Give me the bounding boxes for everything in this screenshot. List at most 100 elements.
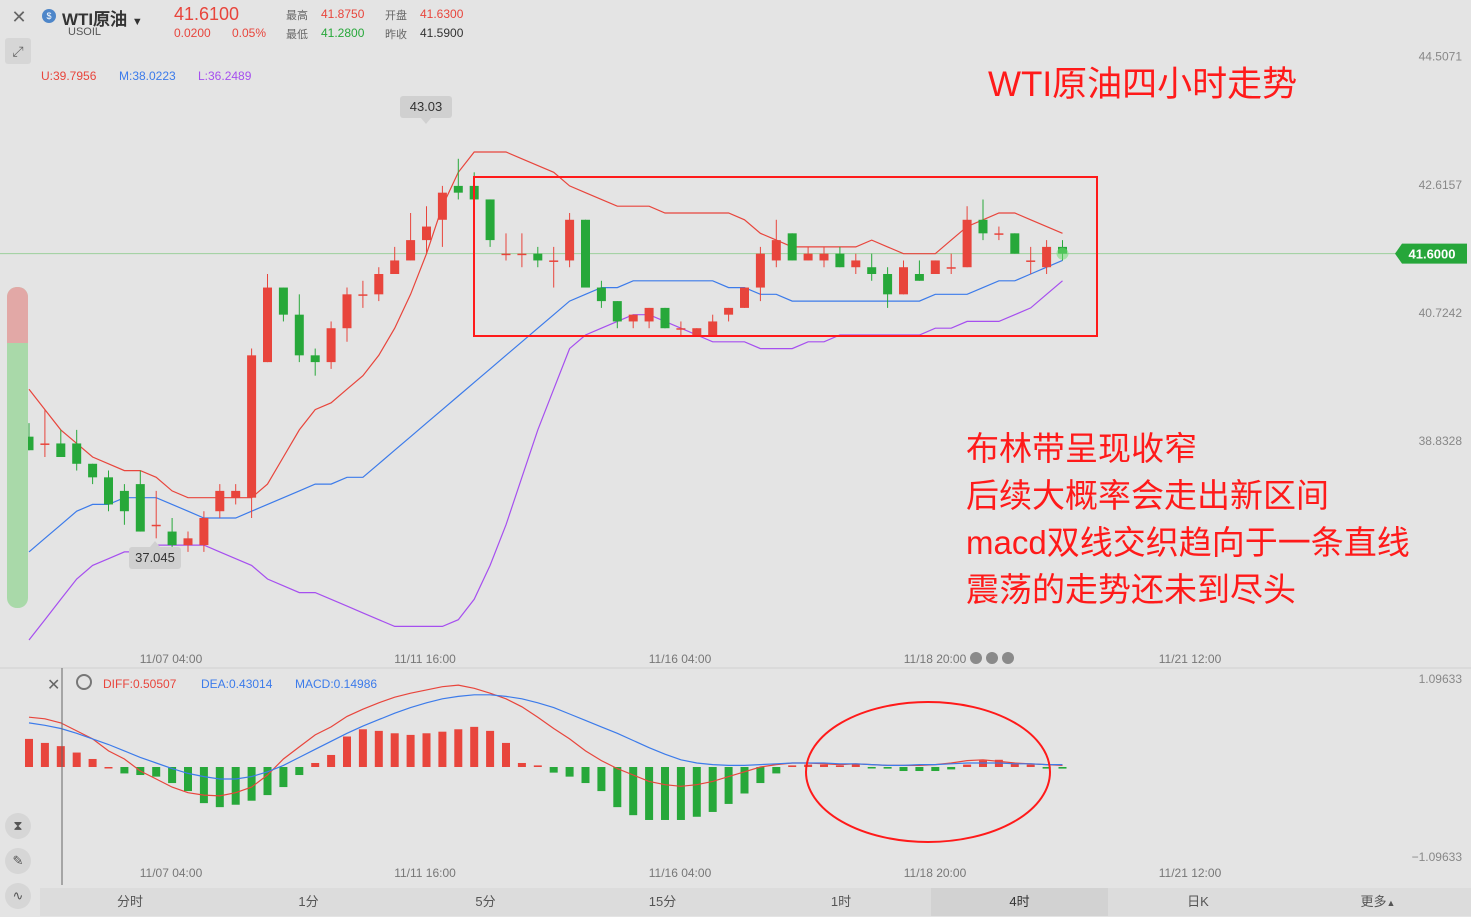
- macd-bar: [740, 767, 749, 794]
- low-value: 41.2800: [321, 26, 365, 40]
- tab-timeframe-7[interactable]: 日K: [1187, 894, 1209, 909]
- macd-value-legend: MACD:0.14986: [295, 677, 378, 691]
- macd-bar: [470, 726, 479, 767]
- candle: [660, 307, 670, 329]
- macd-bar: [343, 736, 351, 767]
- max-price-callout-box: [400, 96, 452, 118]
- macd-bar: [661, 767, 669, 820]
- volume-profile-bar: [7, 287, 28, 608]
- macd-bar: [772, 767, 781, 774]
- candle: [294, 314, 304, 356]
- draw-pencil-icon[interactable]: ✎: [5, 848, 31, 874]
- candle: [803, 253, 813, 261]
- macd-annotation-ellipse: [805, 701, 1051, 843]
- macd-bar: [215, 767, 224, 808]
- tab-timeframe-1[interactable]: 分时: [116, 894, 143, 909]
- candle: [914, 274, 924, 281]
- candle: [56, 443, 66, 457]
- macd-bar: [438, 731, 447, 767]
- candle: [1026, 260, 1036, 262]
- boll-upper-legend: U:39.7956: [41, 69, 97, 83]
- prev-close-value: 41.5900: [420, 26, 464, 40]
- current-price-tag-label: 41.6000: [1409, 247, 1456, 262]
- macd-bar: [820, 764, 828, 767]
- macd-bar: [931, 767, 940, 772]
- max-price-callout-group: 43.03: [400, 96, 452, 124]
- macd-bar: [947, 767, 956, 770]
- macd-diff-legend: DIFF:0.50507: [103, 677, 177, 691]
- macd-bar: [486, 730, 495, 767]
- macd-dea-line: [28, 694, 1063, 780]
- candle: [771, 240, 781, 261]
- candle: [851, 260, 861, 268]
- tab-timeframe-more[interactable]: 更多▲: [1288, 888, 1468, 916]
- min-price-callout-group: 37.045: [129, 541, 181, 569]
- macd-bar: [835, 765, 844, 767]
- low-label: 最低: [286, 29, 308, 41]
- candle: [215, 490, 225, 512]
- macd-x-tick-label-1: 11/11 16:00: [394, 866, 456, 880]
- macd-bar: [597, 767, 606, 792]
- candle: [1010, 233, 1020, 254]
- x-tick-label-4: 11/21 12:00: [1159, 652, 1222, 666]
- candlestick-tool-icon[interactable]: ⧗: [5, 813, 31, 839]
- macd-bar: [168, 767, 177, 784]
- macd-bar: [629, 767, 638, 816]
- tab-timeframe-2[interactable]: 1分: [298, 894, 319, 909]
- close-indicator-icon[interactable]: ✕: [47, 677, 61, 694]
- candle: [644, 307, 654, 322]
- consolidation-box: [473, 176, 1098, 337]
- macd-bar: [25, 738, 33, 767]
- boll-mid-legend: M:38.0223: [119, 69, 176, 83]
- macd-bar: [406, 734, 415, 767]
- max-price-callout-pointer: [421, 118, 431, 124]
- indicator-settings-icon[interactable]: [76, 674, 92, 690]
- price-change: 0.0200: [174, 26, 211, 40]
- candle: [40, 443, 50, 445]
- tab-timeframe-5[interactable]: 1时: [830, 894, 852, 909]
- macd-bar: [1058, 767, 1067, 769]
- candle: [978, 219, 988, 234]
- live-price-dot: [1056, 247, 1069, 260]
- candle: [183, 538, 193, 546]
- indicator-tool-icon[interactable]: ∿: [5, 883, 31, 909]
- candle: [596, 287, 606, 302]
- macd-bar: [56, 746, 65, 767]
- close-icon[interactable]: ✕: [11, 7, 27, 27]
- macd-x-tick-label-4: 11/21 12:00: [1159, 866, 1222, 880]
- candle: [453, 185, 463, 193]
- symbol-selector[interactable]: WTI原油 ▼: [62, 5, 143, 30]
- open-value: 41.6300: [420, 7, 464, 21]
- tab-timeframe-6[interactable]: 4时: [931, 888, 1108, 916]
- macd-bar: [645, 767, 654, 820]
- macd-bar: [152, 767, 161, 777]
- candle: [119, 490, 129, 512]
- y-tick-label-1: 42.6157: [1419, 178, 1463, 192]
- macd-bar: [1026, 764, 1035, 767]
- symbol-logo-icon: $: [42, 9, 56, 23]
- timeframe-bar: [40, 888, 1471, 916]
- candle: [88, 463, 98, 478]
- x-tick-label-2: 11/16 04:00: [649, 652, 712, 666]
- high-label: 最高: [286, 10, 308, 22]
- expand-arrows-icon[interactable]: ⤢: [5, 38, 31, 64]
- y-tick-label-2: 40.7242: [1419, 306, 1463, 320]
- macd-bar: [40, 742, 49, 767]
- macd-bar: [867, 767, 876, 769]
- boll-upper-line: [28, 151, 1063, 499]
- macd-x-tick-label-2: 11/16 04:00: [649, 866, 712, 880]
- candle: [549, 260, 559, 262]
- macd-bar: [899, 767, 908, 772]
- tab-timeframe-4[interactable]: 15分: [648, 894, 677, 909]
- candle: [104, 477, 113, 505]
- macd-bar: [963, 764, 972, 767]
- tab-timeframe-3[interactable]: 5分: [475, 894, 496, 909]
- macd-x-tick-label-3: 11/18 20:00: [904, 866, 967, 880]
- macd-bar: [263, 767, 272, 796]
- annotation-line-2: 后续大概率会走出新区间: [966, 477, 1329, 514]
- annotation-text: 布林带呈现收窄 后续大概率会走出新区间 macd双线交织趋向于一条直线 震荡的走…: [966, 425, 1410, 613]
- candle: [24, 436, 34, 451]
- y-tick-label-3: 38.8328: [1419, 434, 1463, 448]
